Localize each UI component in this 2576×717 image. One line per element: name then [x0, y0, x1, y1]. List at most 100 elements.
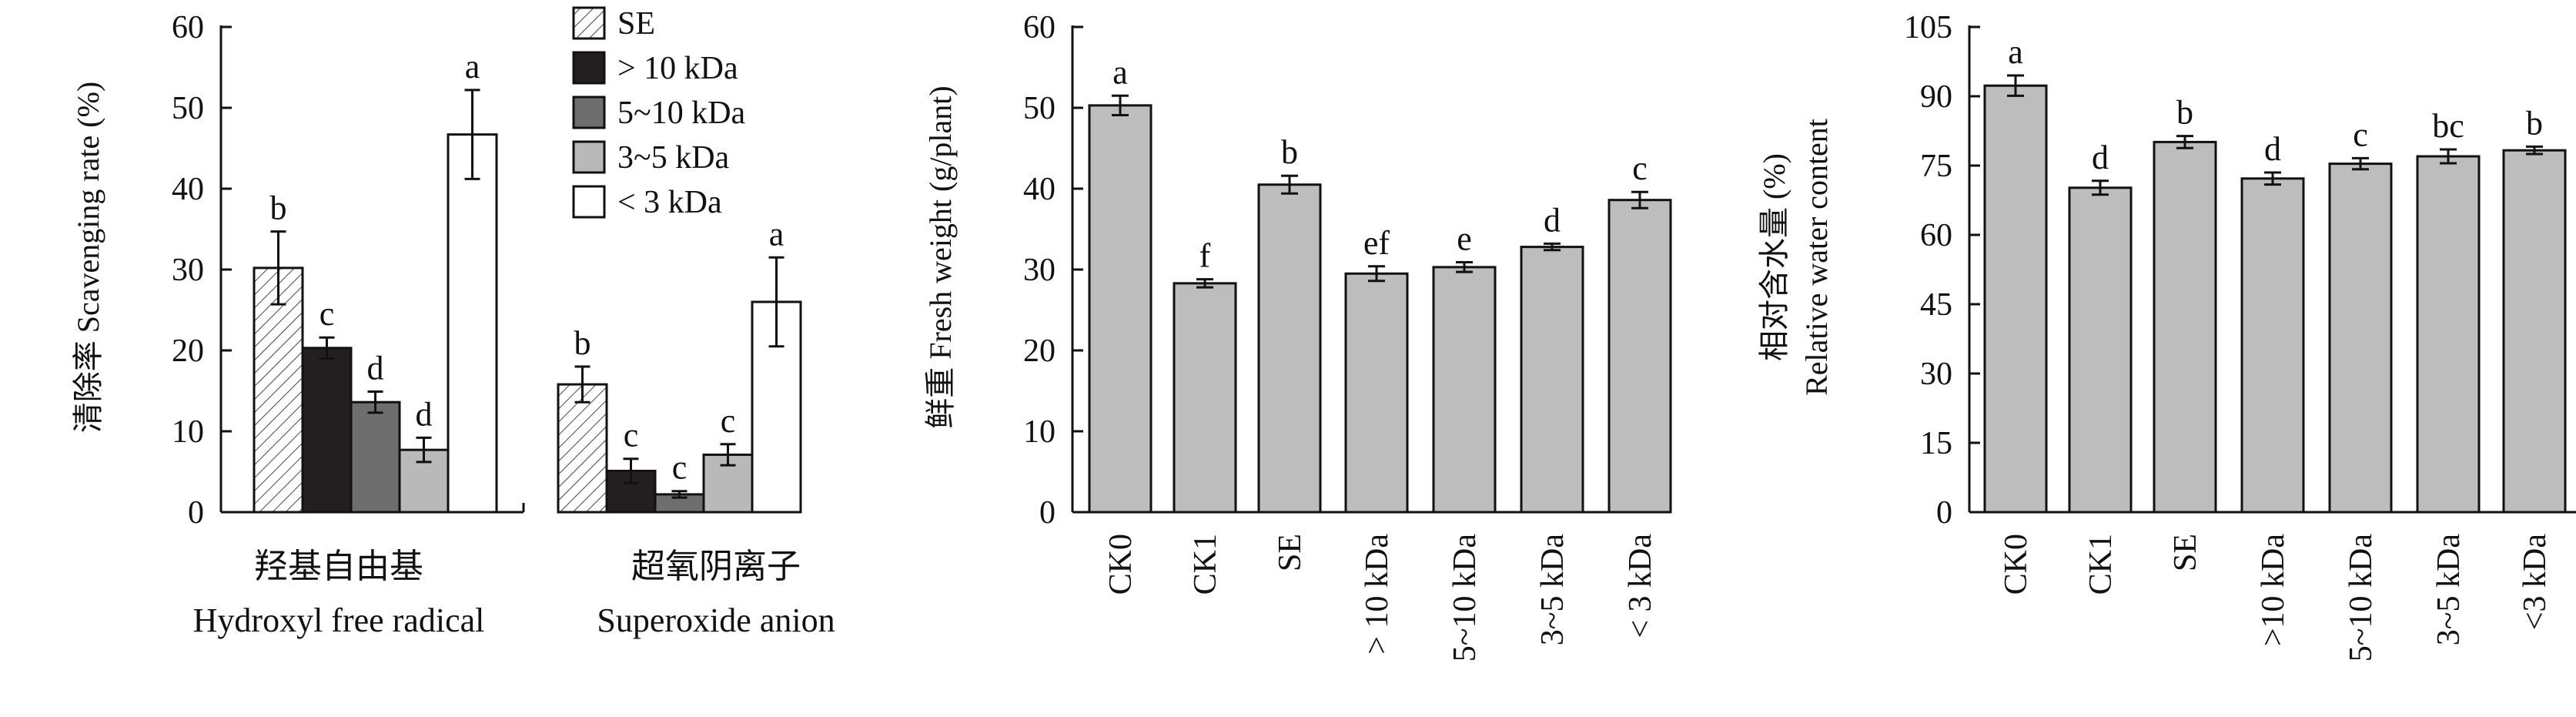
- panel3-sig-letter-6: b: [2526, 104, 2543, 142]
- panel1-error-bar-2-1: [671, 490, 687, 499]
- panel1-y-axis-label: 清除率 Scavenging rate (%): [71, 82, 105, 434]
- panel1-y-tick-label-5: 50: [172, 91, 204, 126]
- panel3-sig-letter-3: d: [2264, 130, 2281, 168]
- panel3-x-tick-label-5: 3~5 kDa: [2431, 534, 2467, 646]
- panel3-y-tick-label-0: 0: [1936, 495, 1952, 531]
- panel1-legend-swatch-1: [572, 51, 606, 85]
- panel3-error-bar-0: [2007, 74, 2024, 97]
- panel2-error-bar-3: [1368, 265, 1385, 283]
- panel3-y-axis-label-en: Relative water content: [1799, 119, 1834, 396]
- panel1-legend-label-1: > 10 kDa: [617, 51, 738, 86]
- panel3-x-tick-label-2: SE: [2168, 534, 2203, 571]
- panel3-sig-letter-4: c: [2353, 116, 2368, 153]
- panel2-sig-letter-4: e: [1457, 220, 1472, 258]
- panel3-error-bar-3: [2264, 171, 2281, 186]
- panel1-y-tick-label-1: 10: [172, 414, 204, 450]
- panel2-error-bar-6: [1631, 190, 1648, 209]
- panel2-bar-5: [1520, 246, 1584, 514]
- panel1-sig-letter-1-1: c: [624, 417, 639, 454]
- panel3-sig-letter-2: b: [2176, 94, 2193, 132]
- panel1-sig-letter-2-1: c: [672, 449, 687, 487]
- panel3-bar-3: [2240, 177, 2305, 514]
- panel2-x-tick-label-2: SE: [1273, 534, 1308, 571]
- panel1-bar-1-0: [301, 347, 353, 514]
- panel2-error-bar-2: [1281, 174, 1298, 195]
- panel3-bar-0: [1983, 84, 2048, 514]
- panel1-y-tick-label-0: 0: [188, 495, 204, 531]
- panel2-sig-letter-6: c: [1632, 149, 1648, 187]
- panel3-x-tick-label-4: 5~10 kDa: [2343, 534, 2379, 662]
- panel1-group-label-1-en: Superoxide anion: [597, 601, 835, 639]
- panel2-error-bar-1: [1196, 278, 1213, 289]
- panel3-bar-1: [2068, 186, 2133, 514]
- panel3-error-bar-5: [2440, 148, 2457, 165]
- panel2-x-tick-label-4: 5~10 kDa: [1447, 534, 1483, 662]
- panel2-y-tick-label-3: 30: [1023, 253, 1055, 288]
- panel1-sig-letter-3-1: c: [721, 402, 736, 440]
- panel3-bar-6: [2502, 149, 2567, 514]
- panel1-sig-letter-3-0: d: [416, 395, 433, 433]
- panel1-legend-label-0: SE: [617, 6, 655, 42]
- panel1-legend-label-2: 5~10 kDa: [617, 95, 746, 131]
- panel1-sig-letter-0-1: b: [574, 324, 591, 362]
- panel1-error-bar-0-0: [270, 230, 286, 306]
- panel2-error-bar-0: [1112, 94, 1129, 116]
- panel1-sig-letter-4-0: a: [465, 48, 480, 85]
- panel1-error-bar-4-1: [768, 256, 785, 348]
- panel3-y-tick-label-1: 15: [1920, 426, 1952, 461]
- panel2-y-tick-label-2: 20: [1023, 333, 1055, 369]
- panel1-error-bar-2-0: [367, 390, 383, 414]
- panel3-error-bar-1: [2092, 179, 2109, 196]
- panel3-bar-4: [2328, 162, 2393, 514]
- panel2-sig-letter-2: b: [1281, 133, 1298, 171]
- panel1-group-label-0: 羟基自由基 Hydroxyl free radical: [193, 548, 485, 639]
- panel1-group-label-1: 超氧阴离子 Superoxide anion: [597, 548, 835, 639]
- panel2-bar-0: [1088, 104, 1153, 514]
- panel2-error-bar-5: [1544, 242, 1561, 252]
- panel3-bar-2: [2153, 140, 2217, 514]
- panel2-bar-1: [1173, 282, 1237, 514]
- fresh-weight-chart: 鲜重 Fresh weight (g/plant) 0 10 20 30 40 50 60 a…: [923, 10, 1672, 662]
- panel1-error-bar-4-0: [464, 89, 480, 180]
- panel2-bar-2: [1257, 183, 1322, 514]
- panel2-x-tick-label-0: CK0: [1103, 534, 1139, 595]
- panel1-bar-4-0: [447, 133, 498, 514]
- panel3-error-bar-6: [2526, 145, 2543, 156]
- panel3-x-tick-label-0: CK0: [1999, 534, 2034, 595]
- panel1-y-tick-label-3: 30: [172, 253, 204, 288]
- panel1-group-label-1-cn: 超氧阴离子: [631, 548, 801, 585]
- panel3-bar-5: [2416, 155, 2481, 514]
- panel2-bar-4: [1432, 266, 1497, 514]
- panel2-x-tick-label-3: > 10 kDa: [1360, 534, 1395, 655]
- panel1-legend-swatch-0: [572, 6, 606, 40]
- panel1-error-bar-3-0: [416, 436, 432, 464]
- panel3-x-tick-label-3: >10 kDa: [2256, 534, 2291, 647]
- panel1-sig-letter-0-0: b: [270, 189, 287, 227]
- panel3-x-tick-label-1: CK1: [2083, 534, 2119, 595]
- panel2-y-axis-label: 鲜重 Fresh weight (g/plant): [923, 85, 958, 429]
- panel2-y-tick-label-1: 10: [1023, 414, 1055, 450]
- panel2-x-tick-label-6: < 3 kDa: [1623, 534, 1658, 638]
- panel3-y-axis-label-cn: 相对含水量 (%): [1757, 153, 1791, 361]
- panel1-bar-0-1: [557, 383, 608, 514]
- panel1-group-label-0-en: Hydroxyl free radical: [193, 601, 485, 639]
- panel1-legend-label-3: 3~5 kDa: [617, 140, 730, 176]
- panel1-sig-letter-2-0: d: [367, 350, 384, 387]
- panel3-error-bar-2: [2176, 135, 2193, 149]
- panel2-y-tick-label-5: 50: [1023, 91, 1055, 126]
- panel3-y-tick-label-4: 60: [1920, 218, 1952, 253]
- panel1-error-bar-1-1: [623, 457, 639, 484]
- panel1-error-bar-0-1: [574, 365, 590, 404]
- panel2-error-bar-4: [1456, 261, 1473, 273]
- panel1-legend-label-4: < 3 kDa: [617, 185, 722, 220]
- panel1-legend-swatch-3: [572, 140, 606, 174]
- panel1-y-tick-label-2: 20: [172, 333, 204, 369]
- panel3-y-tick-label-7: 105: [1904, 10, 1952, 45]
- panel3-y-tick-label-6: 90: [1920, 79, 1952, 115]
- panel2-y-tick-label-6: 60: [1023, 10, 1055, 45]
- panel3-x-tick-label-6: <3 kDa: [2517, 534, 2553, 631]
- panel3-y-tick-label-2: 30: [1920, 357, 1952, 392]
- scavenging-rate-chart: 清除率 Scavenging rate (%) 羟基自由基 Hydroxyl f…: [71, 6, 835, 639]
- panel1-y-tick-label-4: 40: [172, 172, 204, 207]
